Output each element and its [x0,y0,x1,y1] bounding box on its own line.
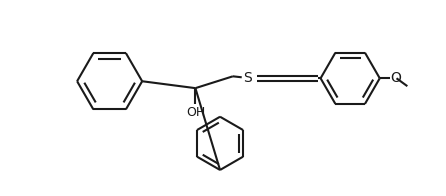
Text: OH: OH [186,106,205,119]
Text: S: S [243,71,252,85]
Text: O: O [391,71,401,85]
